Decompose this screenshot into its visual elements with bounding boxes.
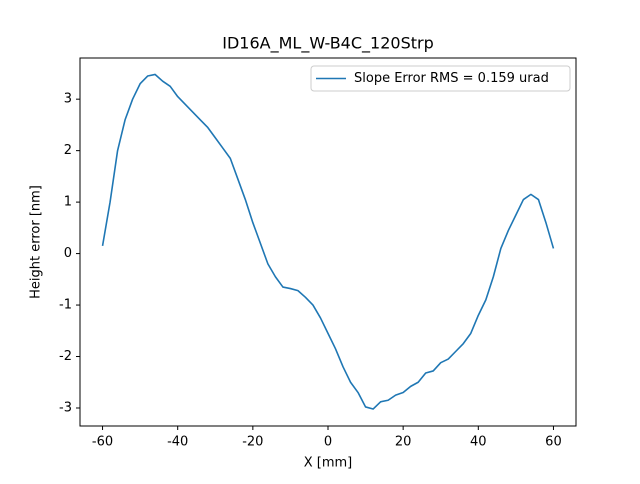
plot-frame <box>79 57 577 427</box>
x-axis-label: X [mm] <box>304 456 353 471</box>
series-line <box>101 73 555 410</box>
y-tick-label: -3 <box>59 400 72 415</box>
chart-title: ID16A_ML_W-B4C_120Strp <box>222 34 433 54</box>
x-tick-label: -60 <box>92 435 113 450</box>
y-tick-label: 2 <box>64 143 72 158</box>
y-tick-label: 3 <box>64 92 72 107</box>
legend-box <box>310 65 571 92</box>
y-axis-label: Height error [nm] <box>29 185 44 299</box>
y-tick-label: -2 <box>59 349 72 364</box>
legend-label: Slope Error RMS = 0.159 urad <box>354 71 549 86</box>
x-tick-label: 0 <box>324 435 332 450</box>
x-tick-label: -20 <box>242 435 263 450</box>
x-tick-label: 20 <box>395 435 412 450</box>
y-tick-label: 0 <box>64 246 72 261</box>
x-tick-label: -40 <box>167 435 188 450</box>
y-tick-label: 1 <box>64 195 72 210</box>
x-tick-label: 60 <box>545 435 562 450</box>
x-tick-label: 40 <box>470 435 487 450</box>
y-tick-label: -1 <box>59 298 72 313</box>
